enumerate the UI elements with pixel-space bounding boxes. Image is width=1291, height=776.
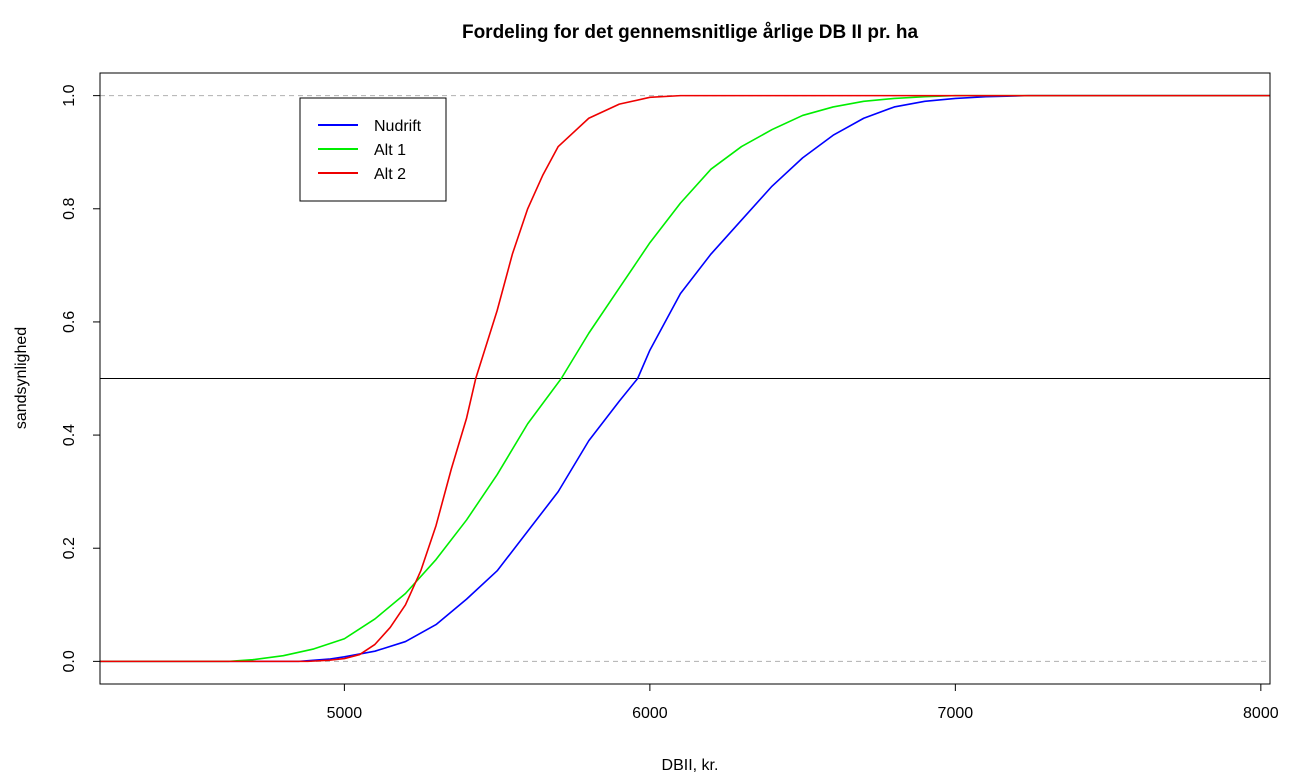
y-tick-label: 0.0	[61, 650, 78, 672]
y-tick-label: 0.2	[61, 537, 78, 559]
legend-label: Nudrift	[374, 118, 422, 135]
y-axis: 0.0 0.2 0.4 0.6 0.8 1.0	[61, 84, 101, 672]
series-line-alt-1	[100, 94, 1270, 663]
legend-box	[299, 97, 447, 202]
series-line-alt-2	[100, 94, 1270, 663]
x-axis-label: DBII, kr.	[662, 757, 719, 774]
x-tick-label: 7000	[938, 705, 974, 722]
reference-lines	[100, 95, 1270, 662]
x-tick-label: 8000	[1243, 705, 1279, 722]
series-layer	[100, 94, 1270, 663]
legend: Nudrift Alt 1 Alt 2	[299, 97, 447, 202]
y-tick-label: 0.6	[61, 311, 78, 333]
x-axis: 5000 6000 7000 8000	[327, 683, 1279, 722]
series-line-nudrift	[100, 94, 1270, 663]
y-tick-label: 1.0	[61, 84, 78, 106]
y-tick-label: 0.8	[61, 198, 78, 220]
y-axis-label: sandsynlighed	[13, 327, 30, 429]
chart-title: Fordeling for det gennemsnitlige årlige …	[462, 22, 918, 43]
legend-label: Alt 2	[374, 166, 406, 183]
y-tick-label: 0.4	[61, 424, 78, 446]
legend-label: Alt 1	[374, 142, 406, 159]
x-tick-label: 6000	[632, 705, 668, 722]
x-tick-label: 5000	[327, 705, 363, 722]
